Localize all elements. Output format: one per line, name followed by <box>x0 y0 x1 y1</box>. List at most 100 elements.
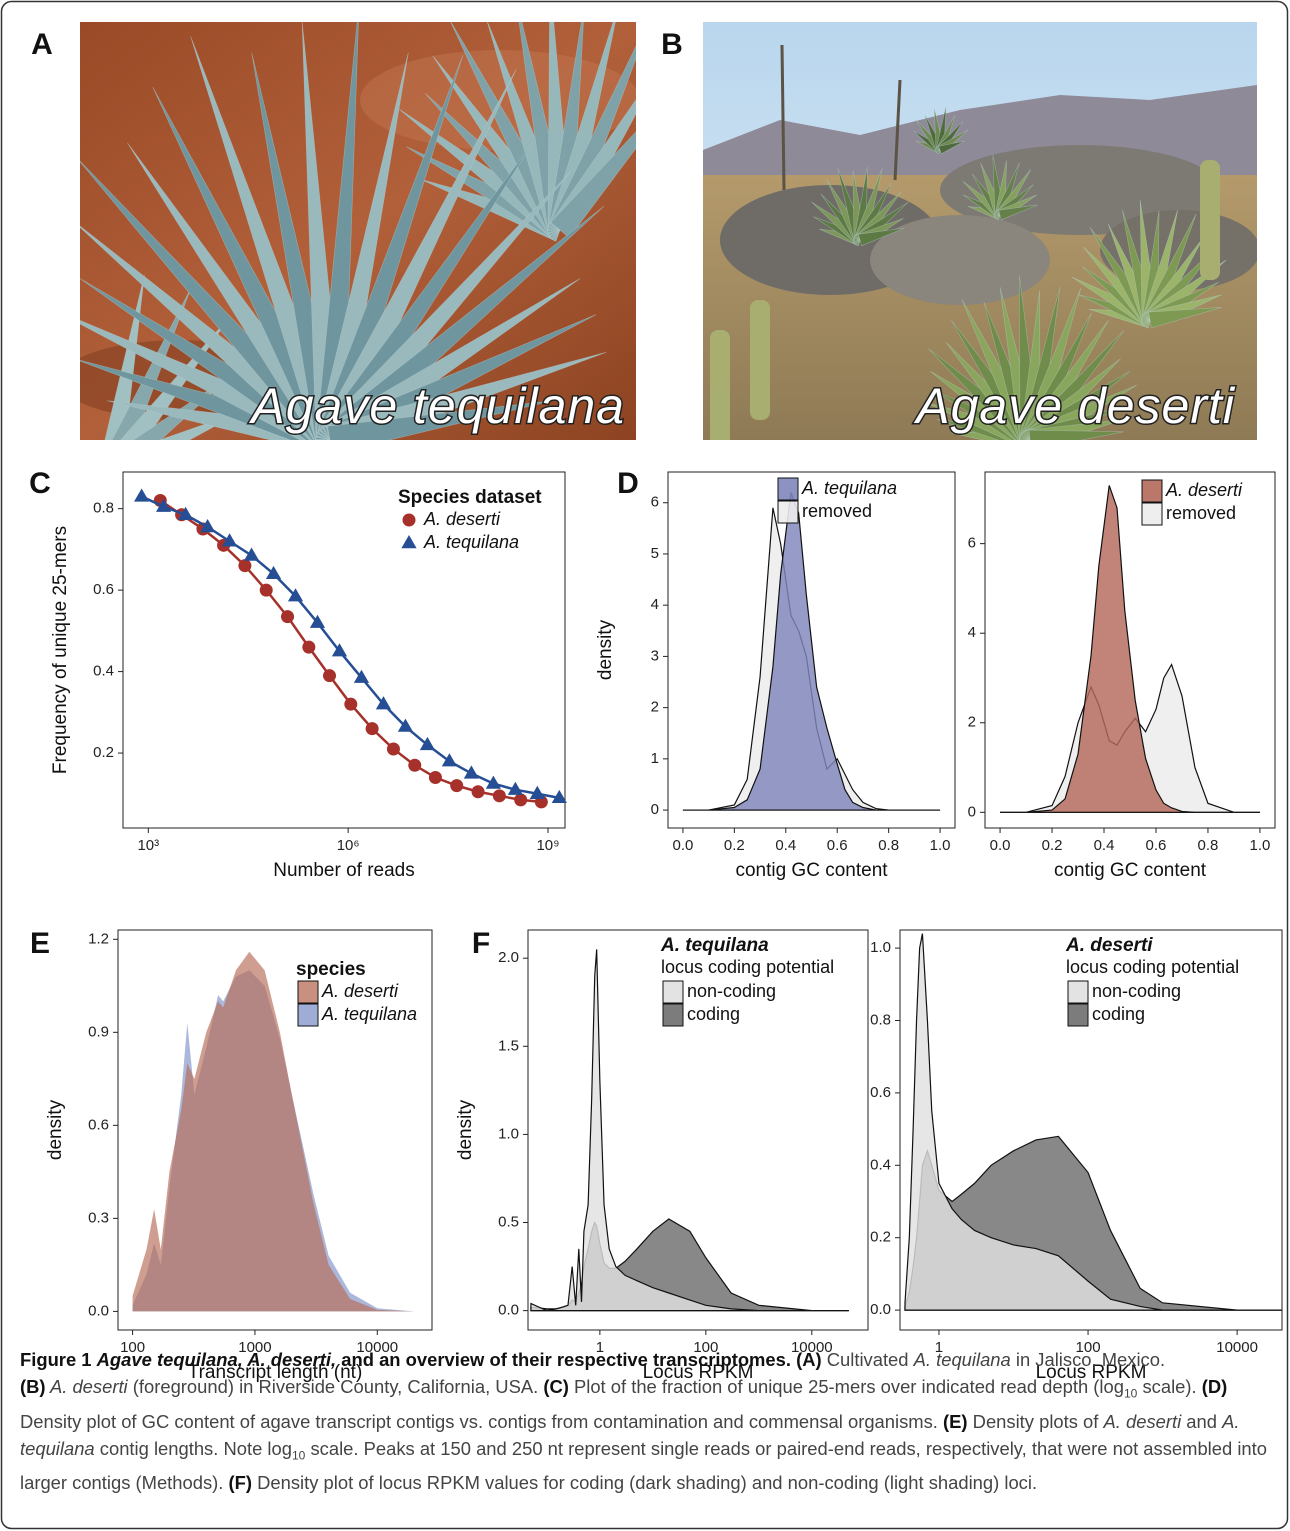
caption-text: in Jalisco, Mexico. <box>1011 1349 1165 1370</box>
x-tick-label: 0.6 <box>1146 837 1167 854</box>
x-tick-label: 0.0 <box>672 837 693 854</box>
caption-text: A. deserti <box>1104 1411 1182 1432</box>
y-tick-label: 2 <box>651 699 659 716</box>
point <box>514 793 527 806</box>
y-tick-label: 5 <box>651 545 659 562</box>
photo-caption: Agave deserti <box>913 378 1236 434</box>
chart: C0.20.40.60.810³10⁶10⁹Number of readsFre… <box>29 467 567 881</box>
x-tick-label: 0.4 <box>775 837 796 854</box>
y-tick-label: 2 <box>968 714 976 731</box>
y-tick-label: 0 <box>968 803 976 820</box>
legend-swatch <box>1142 480 1162 502</box>
legend-label: A. deserti <box>423 509 501 529</box>
y-tick-label: 4 <box>651 596 659 613</box>
legend-swatch <box>663 981 683 1003</box>
x-tick-label: 0.2 <box>1042 837 1063 854</box>
caption-text: (D) <box>1202 1376 1228 1397</box>
x-tick-label: 1.0 <box>1249 837 1270 854</box>
legend-title: Species dataset <box>398 487 542 508</box>
panel-label: B <box>661 28 683 61</box>
legend-label: coding <box>687 1004 740 1024</box>
y-tick-label: 0.2 <box>870 1229 891 1246</box>
x-tick-label: 10⁶ <box>337 837 360 854</box>
rock <box>870 215 1050 305</box>
x-tick-label: 0.8 <box>1198 837 1219 854</box>
point <box>344 698 357 711</box>
page: { "photos": [ {"panel": "A", "caption": … <box>0 0 1290 1531</box>
caption-text: Density plots of <box>968 1411 1104 1432</box>
caption-text: A. tequilana <box>914 1349 1011 1370</box>
cactus <box>710 330 730 450</box>
legend-label: A. deserti <box>1165 480 1243 500</box>
panel-label: A <box>31 28 53 61</box>
caption-text: (A) <box>796 1349 822 1370</box>
point <box>472 785 485 798</box>
panel-label: E <box>30 927 50 960</box>
panel-label: F <box>472 927 490 960</box>
caption-text: contig lengths. Note log <box>95 1438 292 1459</box>
y-tick-label: 0.0 <box>498 1302 519 1319</box>
legend-label: coding <box>1092 1004 1145 1024</box>
y-axis-label: Frequency of unique 25-mers <box>50 526 71 774</box>
legend-swatch <box>1142 503 1162 525</box>
flower-stalk <box>782 45 784 190</box>
caption-text: Density plot of locus RPKM values for co… <box>252 1472 1037 1493</box>
y-axis-label: density <box>455 1099 476 1160</box>
y-tick-label: 0.4 <box>870 1156 891 1173</box>
caption-text: scale). <box>1137 1376 1201 1397</box>
legend-title: species <box>296 959 366 980</box>
y-axis-label: density <box>595 619 616 680</box>
y-tick-label: 0.6 <box>93 581 114 598</box>
y-tick-label: 2.0 <box>498 949 519 966</box>
legend-label: removed <box>802 501 872 521</box>
caption-text: Agave tequilana, A. deserti, <box>97 1349 337 1370</box>
point <box>493 789 506 802</box>
x-tick-label: 0.4 <box>1094 837 1115 854</box>
point <box>302 641 315 654</box>
x-tick-label: 10⁹ <box>536 837 559 854</box>
cactus <box>1200 160 1220 280</box>
x-axis-label: Number of reads <box>273 860 415 881</box>
y-tick-label: 1.2 <box>88 930 109 947</box>
y-tick-label: 3 <box>651 647 659 664</box>
y-tick-label: 1.0 <box>498 1125 519 1142</box>
legend-label: non-coding <box>687 981 776 1001</box>
y-tick-label: 0.3 <box>88 1209 109 1226</box>
point <box>450 779 463 792</box>
point <box>429 771 442 784</box>
legend-swatch <box>663 1004 683 1026</box>
legend-swatch <box>298 1004 318 1026</box>
y-tick-label: 4 <box>968 624 976 641</box>
caption-text: and <box>1181 1411 1222 1432</box>
legend-label: A. tequilana <box>423 532 519 552</box>
caption-text: 10 <box>1124 1387 1137 1401</box>
legend-subtitle: locus coding potential <box>661 957 834 977</box>
chart: 0.00.20.40.60.81.0110010000Locus RPKMA. … <box>870 930 1282 1383</box>
x-axis-label: contig GC content <box>735 860 888 881</box>
point <box>281 610 294 623</box>
y-axis-label: density <box>45 1099 66 1160</box>
legend-label: removed <box>1166 503 1236 523</box>
y-tick-label: 0.4 <box>93 663 114 680</box>
y-tick-label: 0.8 <box>870 1011 891 1028</box>
point <box>408 759 421 772</box>
x-tick-label: 10³ <box>137 837 159 854</box>
y-tick-label: 0 <box>651 801 659 818</box>
x-tick-label: 0.2 <box>724 837 745 854</box>
caption-text: (F) <box>229 1472 252 1493</box>
caption-text: and an overview of their respective tran… <box>336 1349 796 1370</box>
legend-label: non-coding <box>1092 981 1181 1001</box>
point <box>366 722 379 735</box>
caption-text: Density plot of GC content of agave tran… <box>20 1411 943 1432</box>
x-tick-label: 0.8 <box>878 837 899 854</box>
y-tick-label: 0.6 <box>88 1116 109 1133</box>
x-axis-label: contig GC content <box>1054 860 1207 881</box>
y-tick-label: 6 <box>968 535 976 552</box>
cactus <box>750 300 770 420</box>
point <box>323 669 336 682</box>
y-tick-label: 0.2 <box>93 744 114 761</box>
caption-text: 10 <box>292 1448 305 1462</box>
legend-swatch <box>298 981 318 1003</box>
legend-label: A. tequilana <box>801 478 897 498</box>
caption-text: (B) <box>20 1376 46 1397</box>
